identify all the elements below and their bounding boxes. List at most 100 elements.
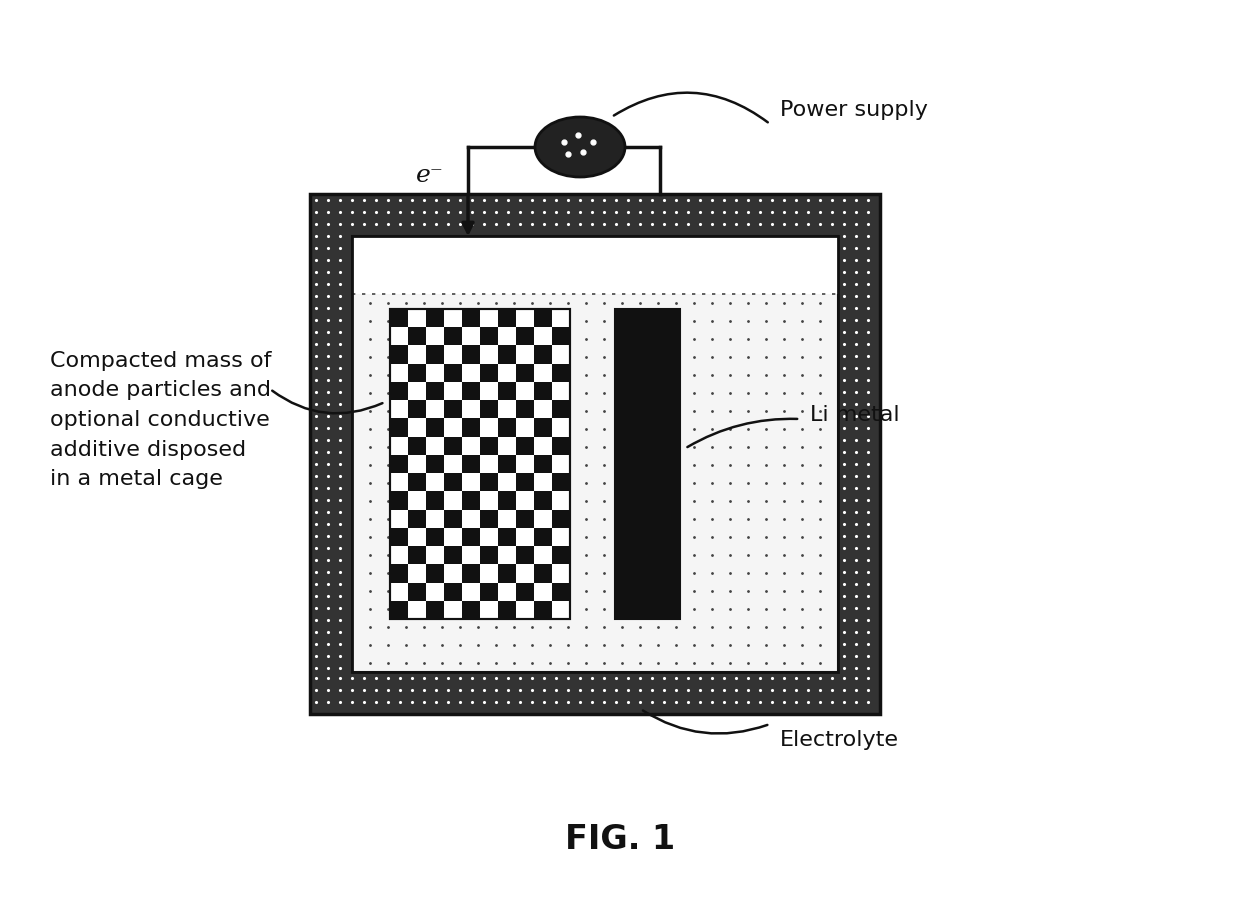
Bar (427, 601, 444, 619)
Bar (516, 583, 534, 601)
Bar (516, 401, 534, 419)
Bar (516, 474, 534, 492)
Text: Electrolyte: Electrolyte (780, 729, 899, 749)
Bar (391, 383, 408, 401)
Bar (444, 401, 463, 419)
Bar (408, 547, 427, 565)
Bar (310, 195, 880, 714)
Text: Compacted mass of
anode particles and
optional conductive
additive disposed
in a: Compacted mass of anode particles and op… (50, 351, 272, 488)
Bar (352, 237, 838, 672)
Bar (552, 328, 570, 346)
Bar (427, 456, 444, 474)
Bar (552, 583, 570, 601)
Bar (516, 328, 534, 346)
Bar (534, 346, 552, 364)
Bar (480, 328, 498, 346)
Bar (552, 364, 570, 383)
Bar (498, 310, 516, 328)
Bar (444, 583, 463, 601)
Bar (498, 565, 516, 583)
Bar (427, 419, 444, 437)
Bar (498, 419, 516, 437)
Bar (463, 601, 480, 619)
Bar (391, 310, 570, 619)
Bar (552, 437, 570, 456)
Bar (480, 547, 498, 565)
Bar (391, 528, 408, 547)
Bar (463, 310, 480, 328)
Bar (391, 310, 408, 328)
Bar (552, 474, 570, 492)
Bar (552, 510, 570, 528)
Bar (352, 237, 838, 672)
Bar (534, 601, 552, 619)
Ellipse shape (534, 118, 625, 178)
Bar (408, 437, 427, 456)
Bar (498, 492, 516, 510)
Bar (480, 510, 498, 528)
Bar (534, 528, 552, 547)
Text: Li metal: Li metal (810, 404, 900, 425)
Bar (352, 237, 838, 294)
Bar (408, 510, 427, 528)
Bar (552, 547, 570, 565)
Bar (352, 237, 838, 672)
Bar (463, 383, 480, 401)
Bar (463, 456, 480, 474)
Bar (444, 328, 463, 346)
Bar (516, 437, 534, 456)
Bar (391, 346, 408, 364)
Bar (498, 383, 516, 401)
Bar (391, 492, 408, 510)
Bar (516, 364, 534, 383)
Bar (427, 565, 444, 583)
Bar (463, 346, 480, 364)
Text: Power supply: Power supply (780, 100, 928, 120)
Bar (552, 401, 570, 419)
Bar (444, 437, 463, 456)
Bar (427, 492, 444, 510)
Bar (427, 310, 444, 328)
Bar (498, 456, 516, 474)
Bar (391, 565, 408, 583)
Bar (534, 492, 552, 510)
Bar (498, 601, 516, 619)
Bar (408, 583, 427, 601)
Bar (391, 456, 408, 474)
Text: e⁻: e⁻ (415, 163, 444, 186)
Bar (408, 401, 427, 419)
Bar (463, 528, 480, 547)
Bar (534, 310, 552, 328)
Bar (444, 364, 463, 383)
Bar (498, 528, 516, 547)
Bar (391, 310, 570, 619)
Bar (463, 419, 480, 437)
Bar (516, 547, 534, 565)
Bar (480, 474, 498, 492)
Bar (427, 528, 444, 547)
Bar (408, 364, 427, 383)
Bar (480, 437, 498, 456)
Bar (427, 383, 444, 401)
Bar (444, 474, 463, 492)
Bar (498, 346, 516, 364)
Bar (391, 419, 408, 437)
Bar (310, 195, 880, 714)
Bar (534, 383, 552, 401)
Bar (408, 328, 427, 346)
Bar (408, 474, 427, 492)
Bar (480, 364, 498, 383)
Bar (444, 547, 463, 565)
Bar (444, 510, 463, 528)
Bar (480, 583, 498, 601)
Bar (463, 565, 480, 583)
Bar (516, 510, 534, 528)
Bar (391, 601, 408, 619)
Bar (534, 419, 552, 437)
Text: FIG. 1: FIG. 1 (565, 823, 675, 855)
Bar (427, 346, 444, 364)
Bar (480, 401, 498, 419)
Bar (615, 310, 680, 619)
Bar (534, 565, 552, 583)
Bar (534, 456, 552, 474)
